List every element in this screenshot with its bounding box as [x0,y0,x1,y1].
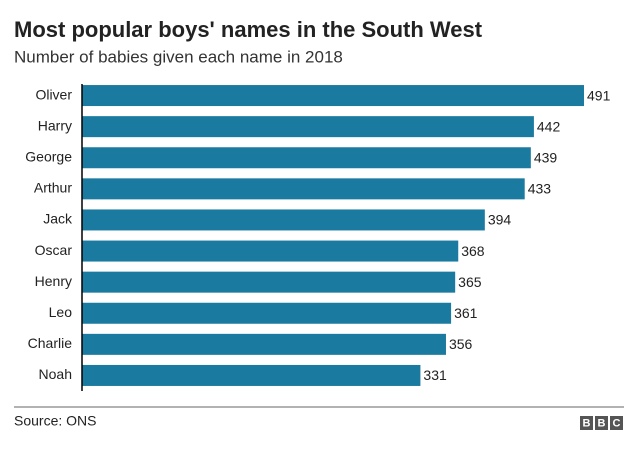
bar [82,116,534,138]
value-label: 368 [461,243,485,259]
chart-title: Most popular boys' names in the South We… [14,17,483,42]
category-label: Charlie [28,335,73,351]
bar [82,364,421,386]
bar [82,302,452,324]
bar [82,85,584,107]
logo-box [580,416,593,430]
value-label: 365 [458,274,482,290]
category-label: Jack [43,211,73,227]
bar [82,178,525,200]
logo-letter: B [583,417,591,429]
value-label: 356 [449,336,473,352]
bar [82,209,485,231]
category-label: Arthur [34,180,72,196]
logo-box [610,416,623,430]
value-label: 433 [528,181,552,197]
category-label: Oliver [35,86,72,102]
bar [82,240,459,262]
value-label: 439 [534,149,558,165]
value-label: 491 [587,87,611,103]
bar [82,271,456,293]
category-label: Harry [38,117,72,133]
value-label: 394 [488,212,512,228]
logo-letter: B [598,417,606,429]
logo-letter: C [613,417,621,429]
value-label: 442 [537,118,561,134]
bar [82,333,446,355]
category-label: Oscar [35,242,73,258]
logo-box [595,416,608,430]
category-label: Leo [49,304,73,320]
category-label: Henry [35,273,72,289]
source: Source: ONS [14,413,96,429]
value-label: 331 [423,367,447,383]
category-label: Noah [39,366,72,382]
chart-subtitle: Number of babies given each name in 2018 [14,47,343,66]
value-label: 361 [454,305,478,321]
category-label: George [25,148,72,164]
bar [82,147,531,169]
